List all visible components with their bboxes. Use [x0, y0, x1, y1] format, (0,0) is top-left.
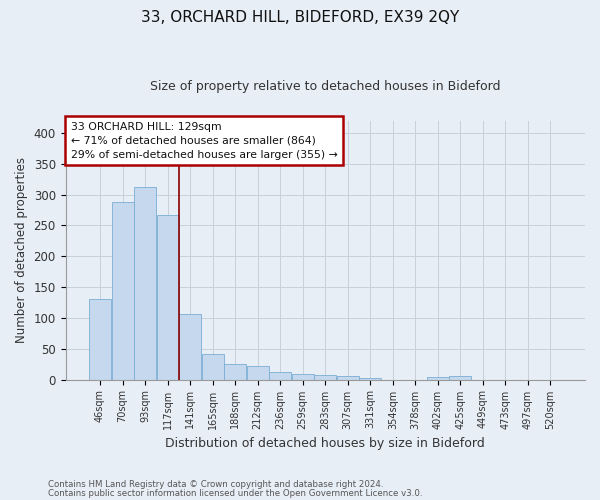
Bar: [269, 372, 291, 380]
Title: Size of property relative to detached houses in Bideford: Size of property relative to detached ho…: [150, 80, 500, 93]
Bar: [427, 377, 449, 380]
Bar: [314, 374, 336, 380]
Text: 33 ORCHARD HILL: 129sqm
← 71% of detached houses are smaller (864)
29% of semi-d: 33 ORCHARD HILL: 129sqm ← 71% of detache…: [71, 122, 337, 160]
Bar: [134, 187, 156, 380]
Bar: [292, 374, 314, 380]
Bar: [179, 314, 201, 380]
Text: Contains HM Land Registry data © Crown copyright and database right 2024.: Contains HM Land Registry data © Crown c…: [48, 480, 383, 489]
Bar: [247, 366, 269, 380]
Bar: [157, 215, 179, 380]
Bar: [449, 376, 472, 380]
Bar: [359, 378, 381, 380]
Text: Contains public sector information licensed under the Open Government Licence v3: Contains public sector information licen…: [48, 489, 422, 498]
Bar: [224, 364, 246, 380]
X-axis label: Distribution of detached houses by size in Bideford: Distribution of detached houses by size …: [166, 437, 485, 450]
Text: 33, ORCHARD HILL, BIDEFORD, EX39 2QY: 33, ORCHARD HILL, BIDEFORD, EX39 2QY: [141, 10, 459, 25]
Bar: [89, 300, 111, 380]
Bar: [112, 202, 134, 380]
Bar: [202, 354, 224, 380]
Y-axis label: Number of detached properties: Number of detached properties: [15, 157, 28, 343]
Bar: [337, 376, 359, 380]
